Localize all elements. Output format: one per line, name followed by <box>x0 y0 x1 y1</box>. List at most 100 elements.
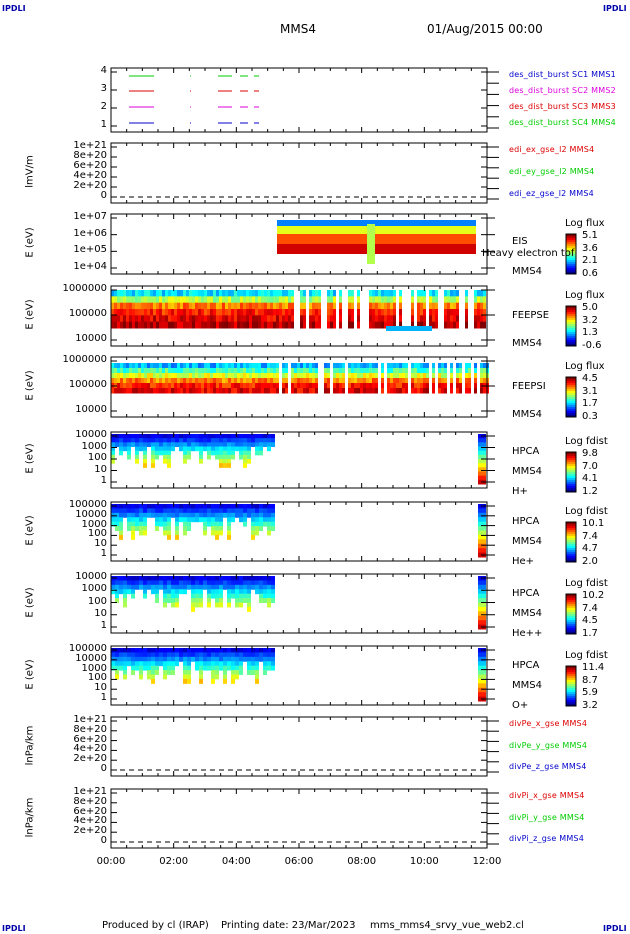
heatmap-cell <box>223 665 227 671</box>
heatmap-cell <box>235 661 239 667</box>
heatmap-cell <box>155 512 159 518</box>
heatmap-cell <box>191 512 195 518</box>
colorbar-frame <box>565 451 577 493</box>
heatmap-cell <box>198 315 201 323</box>
heatmap-cell <box>159 296 162 304</box>
heatmap-cell <box>235 589 239 595</box>
heatmap-cell <box>351 388 354 394</box>
heatmap-cell <box>198 378 201 384</box>
heatmap-cell <box>168 388 171 394</box>
heatmap-cell <box>444 315 447 323</box>
heatmap-cell <box>171 584 175 590</box>
heatmap-cell <box>115 526 119 531</box>
heatmap-cell <box>315 290 318 297</box>
heatmap-cell <box>114 296 117 304</box>
heatmap-band <box>277 220 476 226</box>
heatmap-cell <box>219 580 223 586</box>
heatmap-cell <box>303 363 306 369</box>
heatmap-cell <box>187 508 191 514</box>
heatmap-cell <box>423 383 426 389</box>
heatmap-cell <box>139 526 143 531</box>
heatmap-cell <box>351 378 354 384</box>
heatmap-cell <box>348 378 351 384</box>
heatmap-cell <box>363 368 366 374</box>
heatmap-cell <box>216 309 219 316</box>
heatmap-cell <box>132 321 135 329</box>
panel-frame <box>110 142 488 204</box>
heatmap-cell <box>216 363 219 369</box>
heatmap-cell <box>147 665 151 671</box>
heatmap-cell <box>127 652 131 658</box>
heatmap-cell <box>151 648 155 653</box>
heatmap-cell <box>351 290 354 297</box>
heatmap-cell <box>312 368 315 374</box>
heatmap-cell <box>231 438 235 443</box>
heatmap-cell <box>267 665 271 671</box>
heatmap-cell <box>255 576 259 581</box>
heatmap-cell <box>251 665 255 671</box>
heatmap-cell <box>259 584 263 590</box>
heatmap-cell <box>468 363 471 369</box>
heatmap-cell <box>215 512 219 518</box>
heatmap-cell <box>276 315 279 323</box>
heatmap-cell <box>153 368 156 374</box>
heatmap-cell <box>213 290 216 297</box>
heatmap-cell <box>159 383 162 389</box>
heatmap-cell <box>144 368 147 374</box>
colorbar-cell <box>566 272 576 275</box>
heatmap-cell <box>255 670 259 675</box>
heatmap-cell <box>432 321 435 329</box>
heatmap-cell <box>203 517 207 523</box>
heatmap-cell <box>381 302 384 310</box>
colorbar-value: 1.7 <box>582 627 598 639</box>
heatmap-cell <box>138 378 141 384</box>
heatmap-cell <box>156 296 159 304</box>
heatmap-cell <box>195 661 199 667</box>
heatmap-cell <box>135 442 139 447</box>
heatmap-cell <box>114 315 117 323</box>
heatmap-cell <box>339 378 342 384</box>
heatmap-cell <box>199 661 203 667</box>
heatmap-cell <box>255 290 258 297</box>
heatmap-cell <box>171 296 174 304</box>
heatmap-cell <box>195 665 199 671</box>
heatmap-cell <box>180 309 183 316</box>
heatmap-cell <box>175 652 179 658</box>
heatmap-cell <box>348 290 351 297</box>
heatmap-cell <box>474 388 477 394</box>
heatmap-cell <box>264 388 267 394</box>
heatmap-cell <box>333 302 336 310</box>
heatmap-cell <box>183 512 187 518</box>
heatmap-cell <box>243 302 246 310</box>
heatmap-cell <box>183 454 187 460</box>
heatmap-cell <box>348 321 351 329</box>
heatmap-cell <box>474 363 477 369</box>
heatmap-cell <box>450 290 453 297</box>
heatmap-cell <box>381 373 384 379</box>
heatmap-cell <box>139 438 143 443</box>
heatmap-cell <box>143 454 147 460</box>
heatmap-cell <box>219 593 223 599</box>
heatmap-cell <box>251 530 255 536</box>
heatmap-cell <box>123 670 127 675</box>
heatmap-cell <box>129 309 132 316</box>
y-tick-label: 1e+21 <box>73 140 107 151</box>
heatmap-cell <box>175 598 179 603</box>
y-tick-label: 1000 <box>81 662 107 674</box>
heatmap-cell <box>261 309 264 316</box>
heatmap-cell <box>131 593 135 599</box>
heatmap-cell <box>151 508 155 514</box>
heatmap-cell <box>139 512 143 518</box>
heatmap-cell <box>219 602 223 608</box>
heatmap-cell <box>240 383 243 389</box>
heatmap-cell <box>167 670 171 675</box>
heatmap-cell <box>129 388 132 394</box>
heatmap-cell <box>276 296 279 304</box>
heatmap-cell <box>237 321 240 329</box>
heatmap-cell <box>306 378 309 384</box>
heatmap-cell <box>201 290 204 297</box>
heatmap-cell <box>239 454 243 460</box>
heatmap-cell <box>159 378 162 384</box>
heatmap-cell <box>211 678 215 684</box>
heatmap-cell <box>330 290 333 297</box>
